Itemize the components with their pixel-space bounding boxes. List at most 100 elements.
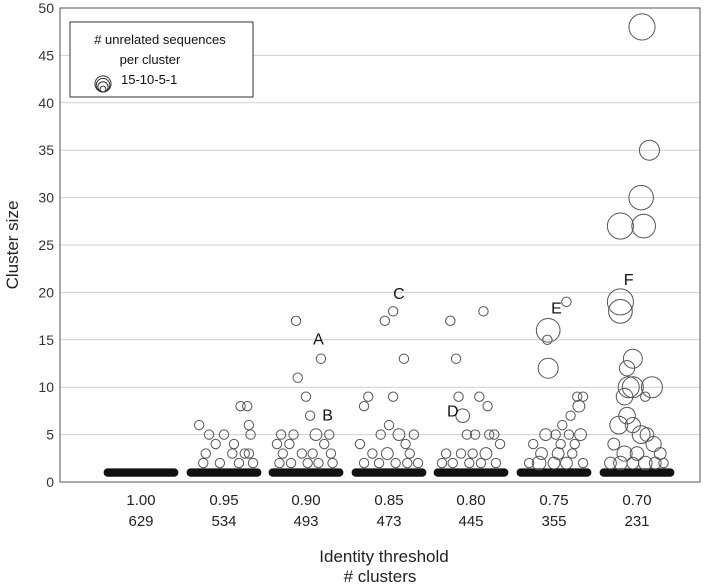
data-point [327, 457, 338, 469]
annotation-label: D [447, 404, 459, 421]
annotation-label: E [551, 300, 562, 317]
cluster-count-label: 445 [458, 513, 483, 530]
data-point [626, 456, 640, 470]
data-point [550, 429, 561, 440]
baseline-cluster-band [516, 468, 592, 477]
data-point [613, 455, 628, 471]
data-point [616, 445, 633, 462]
data-point [445, 315, 456, 327]
data-point [569, 438, 580, 450]
data-point [440, 448, 452, 459]
x-category-label: 0.85 [374, 492, 403, 509]
data-point [577, 391, 589, 402]
data-point [494, 438, 506, 450]
data-point [606, 212, 634, 240]
data-point [271, 438, 283, 450]
data-point [482, 400, 493, 412]
data-point [479, 447, 493, 460]
data-point [307, 448, 318, 459]
data-point [277, 448, 288, 459]
data-point [531, 455, 547, 471]
data-point [577, 457, 589, 469]
data-point [537, 357, 559, 379]
data-point [640, 376, 663, 399]
data-point [638, 139, 660, 161]
cluster-count-label: 355 [541, 513, 566, 530]
data-point [637, 455, 653, 471]
data-point [560, 456, 573, 470]
data-point [387, 306, 399, 317]
data-point [274, 457, 285, 469]
data-point [484, 429, 495, 440]
data-point [535, 317, 561, 343]
data-point [658, 457, 669, 469]
data-point [523, 457, 535, 469]
baseline-markers [103, 468, 675, 477]
data-point [380, 447, 394, 460]
legend-size-scale [94, 75, 112, 93]
data-point [275, 429, 287, 440]
data-point [292, 372, 303, 383]
data-point [453, 391, 464, 402]
data-point [284, 438, 295, 450]
x-category-label: 1.00 [126, 492, 155, 509]
data-point [245, 429, 256, 440]
data-point [631, 425, 651, 445]
data-point [461, 429, 473, 440]
data-point [563, 429, 575, 440]
data-point [617, 376, 640, 399]
data-point [561, 296, 572, 308]
x-axis-secondary-label: # clusters [344, 567, 417, 586]
y-tick-label: 40 [38, 95, 54, 111]
baseline-cluster-band [351, 468, 427, 477]
data-points [193, 13, 669, 471]
data-point [288, 429, 299, 440]
y-tick-label: 35 [38, 142, 54, 158]
legend-circle [99, 85, 107, 93]
data-point [615, 387, 634, 406]
legend-title-line2: per cluster [120, 52, 181, 67]
cluster-count-label: 493 [293, 513, 318, 530]
data-point [379, 315, 391, 327]
data-point [228, 438, 240, 450]
data-point [624, 417, 641, 434]
data-point [648, 456, 662, 470]
data-point [373, 457, 385, 469]
data-point [639, 427, 655, 442]
cluster-count-label: 231 [624, 513, 649, 530]
y-tick-label: 30 [38, 190, 54, 206]
y-tick-label: 25 [38, 237, 54, 253]
data-point [631, 213, 656, 239]
data-point [309, 428, 323, 442]
data-point [285, 457, 297, 469]
data-point [628, 13, 656, 41]
x-category-label: 0.70 [622, 492, 651, 509]
y-tick-label: 5 [46, 427, 54, 443]
data-point [354, 438, 366, 450]
data-point [490, 457, 502, 469]
data-point [572, 399, 586, 413]
data-point [300, 391, 312, 402]
y-tick-label: 45 [38, 47, 54, 63]
data-point [645, 435, 662, 453]
x-category-label: 0.95 [209, 492, 238, 509]
data-point [304, 410, 316, 421]
data-point [572, 391, 583, 402]
data-point [402, 457, 413, 469]
data-point [315, 353, 327, 364]
data-point [358, 400, 370, 412]
annotation-label: A [313, 332, 324, 349]
cluster-count-label: 534 [211, 513, 236, 530]
data-point [467, 448, 478, 459]
data-point [574, 428, 587, 442]
data-point [383, 419, 395, 431]
y-tick-label: 10 [38, 379, 54, 395]
x-category-label: 0.75 [539, 492, 568, 509]
data-point [404, 448, 415, 459]
data-point [555, 438, 566, 450]
data-point [313, 457, 324, 469]
legend-box [69, 21, 254, 98]
data-point [235, 400, 246, 412]
data-point [412, 457, 424, 469]
